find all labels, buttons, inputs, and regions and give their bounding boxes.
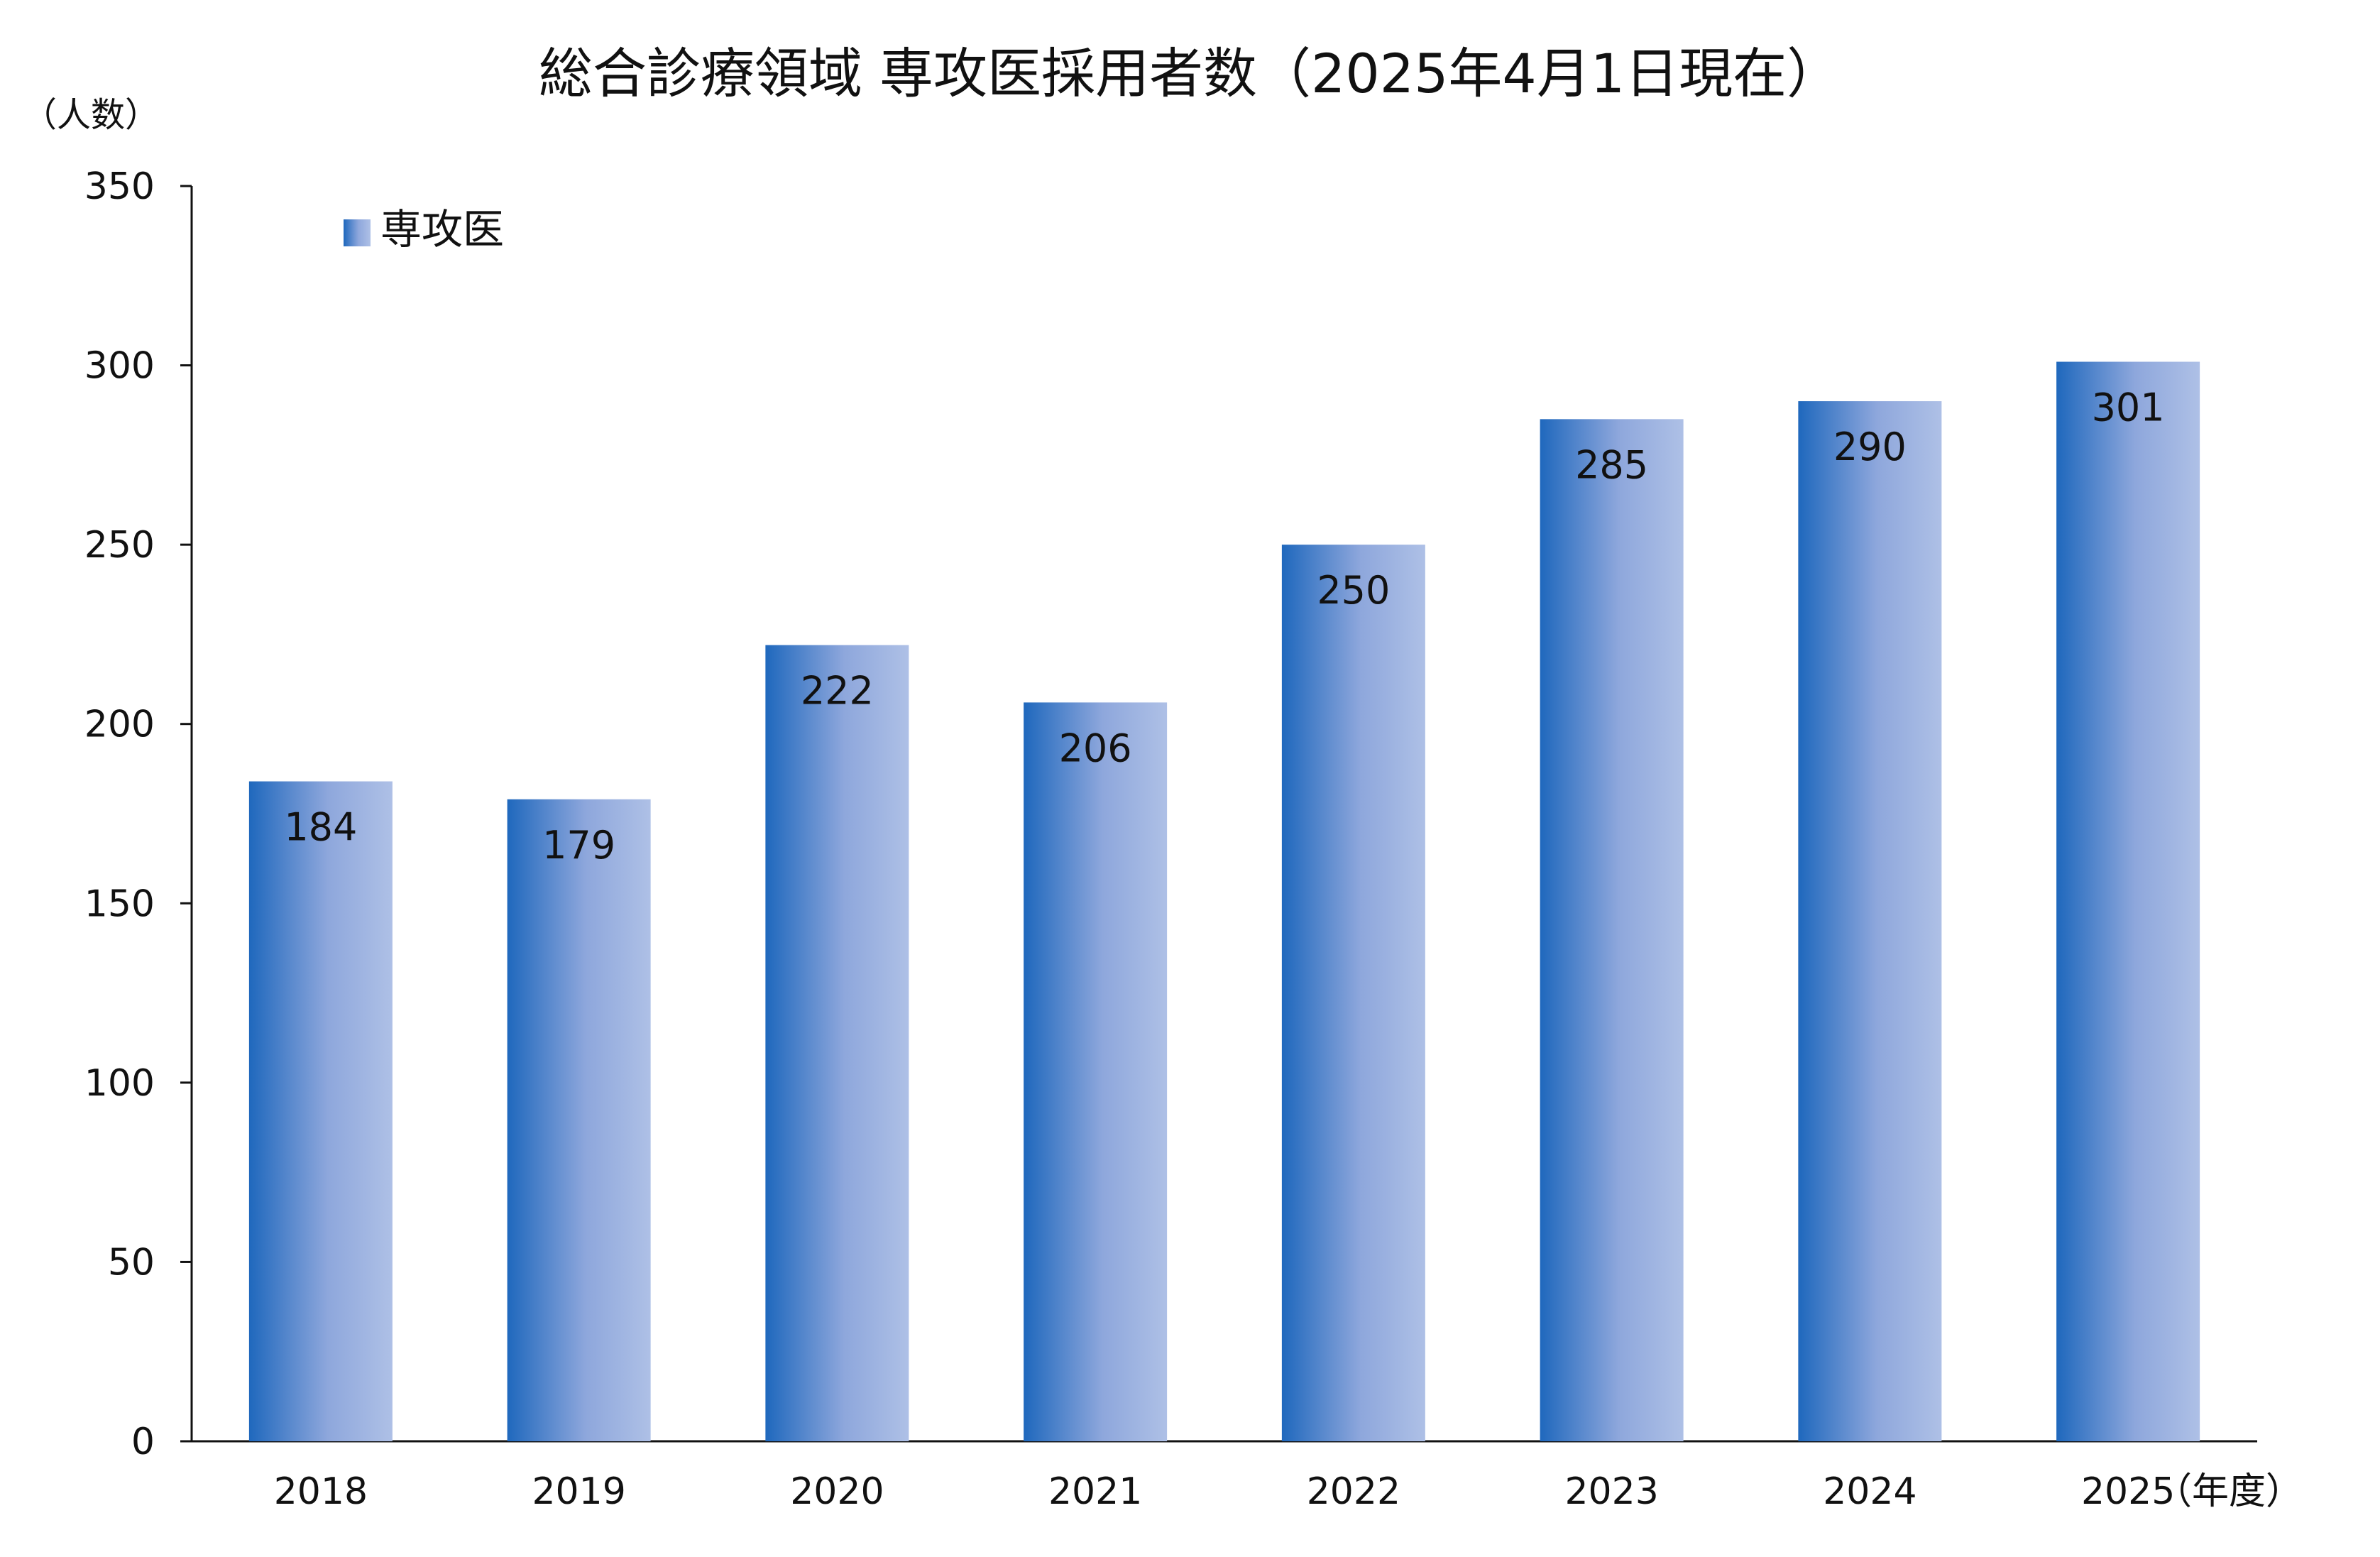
x-axis: 2018 2019 2020 2021 2022 2023 2024 2025 <box>192 1440 2257 1513</box>
bar <box>765 645 909 1441</box>
y-tick-label: 350 <box>84 165 155 208</box>
data-label: 290 <box>1833 425 1907 469</box>
y-tick-label: 0 <box>131 1421 155 1463</box>
data-label: 206 <box>1059 726 1132 770</box>
data-label: 301 <box>2092 386 2165 430</box>
chart-title: 総合診療領域 専攻医採用者数（2025年4月1日現在） <box>539 42 1841 105</box>
x-tick-label: 2024 <box>1823 1470 1916 1513</box>
bar <box>248 781 393 1441</box>
y-tick-label: 100 <box>84 1062 155 1105</box>
y-axis-label: （人数） <box>23 95 159 135</box>
bar <box>2056 361 2200 1441</box>
data-label: 222 <box>801 669 874 714</box>
x-axis-label: （年度） <box>2155 1470 2303 1513</box>
x-tick-label: 2021 <box>1048 1470 1142 1513</box>
y-tick-label: 250 <box>84 524 155 567</box>
bar <box>1281 545 1425 1442</box>
y-tick-label: 150 <box>84 883 155 925</box>
y-tick-label: 50 <box>108 1241 155 1284</box>
x-tick-label: 2018 <box>274 1470 368 1513</box>
data-label: 184 <box>284 805 357 850</box>
x-tick-label: 2020 <box>790 1470 884 1513</box>
data-label: 250 <box>1317 568 1390 613</box>
data-label: 285 <box>1575 442 1648 487</box>
y-axis: 0 50 100 150 200 250 300 350 <box>84 165 193 1463</box>
bars <box>248 361 2200 1442</box>
legend: 専攻医 <box>344 205 504 253</box>
y-tick-label: 200 <box>84 704 155 746</box>
data-labels: 184 179 222 206 250 285 290 301 <box>284 386 2164 868</box>
y-tick-label: 300 <box>84 345 155 388</box>
bar <box>1540 419 1684 1442</box>
legend-swatch <box>344 219 371 246</box>
legend-label-series: 専攻医 <box>380 205 504 253</box>
data-label: 179 <box>542 823 615 868</box>
bar <box>1024 702 1168 1441</box>
x-tick-label: 2025 <box>2081 1470 2175 1513</box>
x-tick-label: 2023 <box>1564 1470 1658 1513</box>
bar <box>1798 401 1942 1441</box>
bar <box>507 799 651 1441</box>
x-tick-label: 2019 <box>532 1470 625 1513</box>
x-tick-label: 2022 <box>1307 1470 1400 1513</box>
